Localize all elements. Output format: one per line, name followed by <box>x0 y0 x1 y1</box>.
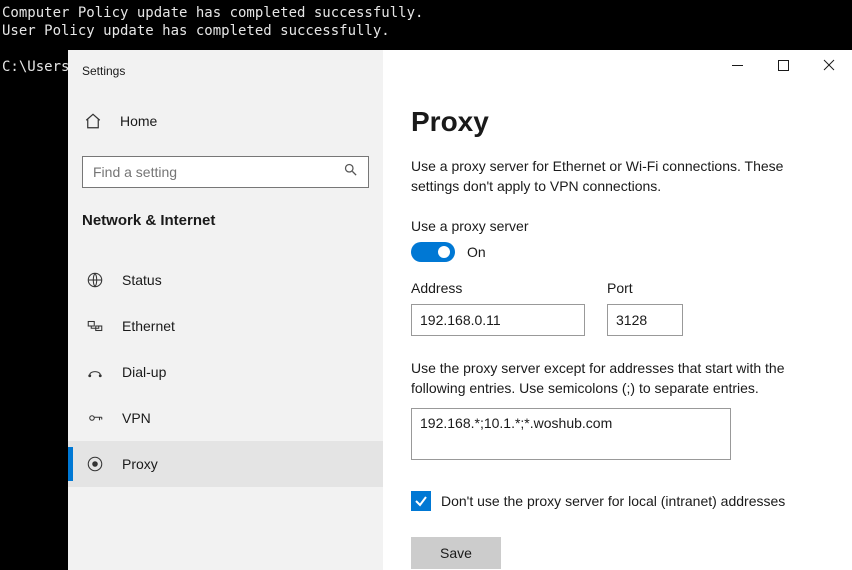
address-input[interactable] <box>411 304 585 336</box>
settings-sidebar: Settings Home Network & Internet <box>68 50 383 570</box>
sidebar-item-label: Dial-up <box>122 364 166 380</box>
sidebar-item-label: VPN <box>122 410 151 426</box>
terminal-prompt: C:\Users <box>2 59 69 75</box>
sidebar-item-vpn[interactable]: VPN <box>68 395 383 441</box>
port-label: Port <box>607 280 683 296</box>
page-title: Proxy <box>411 106 834 138</box>
home-label: Home <box>120 113 157 129</box>
dialup-icon <box>86 363 104 381</box>
settings-window: Settings Home Network & Internet <box>68 50 852 570</box>
sidebar-item-proxy[interactable]: Proxy <box>68 441 383 487</box>
maximize-button[interactable] <box>760 50 806 80</box>
address-label: Address <box>411 280 585 296</box>
home-icon <box>84 112 102 130</box>
ethernet-icon <box>86 317 104 335</box>
titlebar-controls <box>714 50 852 80</box>
exceptions-description: Use the proxy server except for addresse… <box>411 358 834 398</box>
search-input[interactable] <box>93 164 343 180</box>
minimize-button[interactable] <box>714 50 760 80</box>
search-box[interactable] <box>82 156 369 188</box>
sidebar-item-label: Status <box>122 272 162 288</box>
section-header: Network & Internet <box>68 212 383 229</box>
page-description: Use a proxy server for Ethernet or Wi-Fi… <box>411 156 831 196</box>
sidebar-item-label: Ethernet <box>122 318 175 334</box>
home-button[interactable]: Home <box>68 112 383 130</box>
exceptions-input[interactable] <box>411 408 731 460</box>
status-icon <box>86 271 104 289</box>
toggle-caption: Use a proxy server <box>411 218 834 234</box>
sidebar-item-status[interactable]: Status <box>68 257 383 303</box>
port-input[interactable] <box>607 304 683 336</box>
proxy-toggle[interactable] <box>411 242 455 262</box>
toggle-state-label: On <box>467 244 486 260</box>
bypass-local-label: Don't use the proxy server for local (in… <box>441 493 785 509</box>
vpn-icon <box>86 409 104 427</box>
window-title: Settings <box>68 64 383 78</box>
terminal-line: User Policy update has completed success… <box>2 23 390 39</box>
sidebar-item-ethernet[interactable]: Ethernet <box>68 303 383 349</box>
settings-content: Proxy Use a proxy server for Ethernet or… <box>383 50 852 570</box>
close-button[interactable] <box>806 50 852 80</box>
terminal-line: Computer Policy update has completed suc… <box>2 5 423 21</box>
search-icon <box>343 162 358 182</box>
sidebar-item-label: Proxy <box>122 456 158 472</box>
sidebar-item-dialup[interactable]: Dial-up <box>68 349 383 395</box>
bypass-local-checkbox[interactable] <box>411 491 431 511</box>
save-button[interactable]: Save <box>411 537 501 569</box>
proxy-icon <box>86 455 104 473</box>
